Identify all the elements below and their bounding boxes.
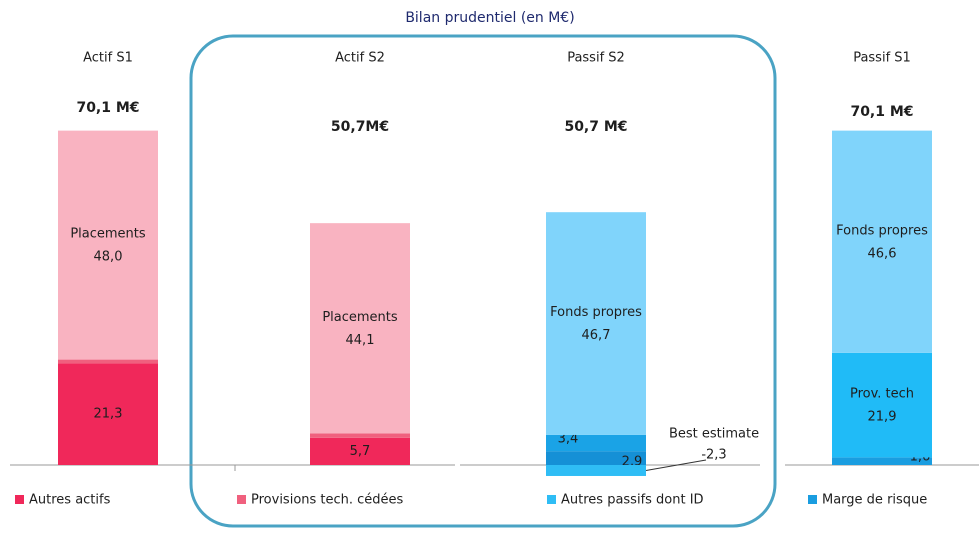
bar-category: Passif S2 [567, 51, 625, 66]
bar-segment [546, 465, 646, 476]
frame [189, 34, 777, 528]
value-label: -2,3 [701, 448, 726, 463]
legend-swatch [547, 495, 556, 504]
bar-segment [546, 451, 646, 465]
bar-segment [832, 352, 932, 458]
bar-segment [58, 130, 158, 360]
leader-line [645, 459, 707, 471]
legend-swatch [237, 495, 246, 504]
value-label: 46,7 [582, 328, 611, 343]
bar-segment [546, 434, 646, 452]
value-label: 48,0 [94, 250, 123, 265]
bar-total: 50,7M€ [331, 119, 389, 135]
legend-label: Marge de risque [822, 493, 927, 508]
legend-label: Autres actifs [29, 493, 111, 508]
segment-name: Placements [70, 227, 146, 242]
bar-segment [58, 363, 158, 465]
value-label: 3,4 [558, 432, 579, 447]
bar-segment [832, 457, 932, 465]
bar-category: Actif S2 [335, 51, 385, 66]
bar-category: Passif S1 [853, 51, 911, 66]
value-label: 5,7 [350, 444, 371, 459]
bar-segment [546, 212, 646, 435]
bar-total: 70,1 M€ [850, 104, 913, 120]
value-label: 21,9 [868, 410, 897, 425]
bar-segment [58, 359, 158, 364]
legend-label: Autres passifs dont ID [561, 493, 704, 508]
legend-swatch [15, 495, 24, 504]
bar-total: 70,1 M€ [76, 100, 139, 116]
bar-segment [832, 130, 932, 353]
value-label: 21,3 [94, 407, 123, 422]
segment-name: Best estimate [669, 427, 759, 442]
segment-name: Fonds propres [550, 305, 642, 320]
bar-segment [310, 437, 410, 465]
chart-title: Bilan prudentiel (en M€) [405, 10, 574, 26]
bar-category: Actif S1 [83, 51, 133, 66]
value-label: 46,6 [868, 246, 897, 261]
segment-name: Placements [322, 310, 398, 325]
bar-segment [310, 223, 410, 434]
segment-name: Fonds propres [836, 223, 928, 238]
bar-segment [310, 433, 410, 438]
value-label: 44,1 [346, 333, 375, 348]
legend-label: Provisions tech. cédées [251, 493, 404, 508]
segment-name: Prov. tech [850, 387, 914, 402]
bar-total: 50,7 M€ [564, 119, 627, 135]
legend-swatch [808, 495, 817, 504]
